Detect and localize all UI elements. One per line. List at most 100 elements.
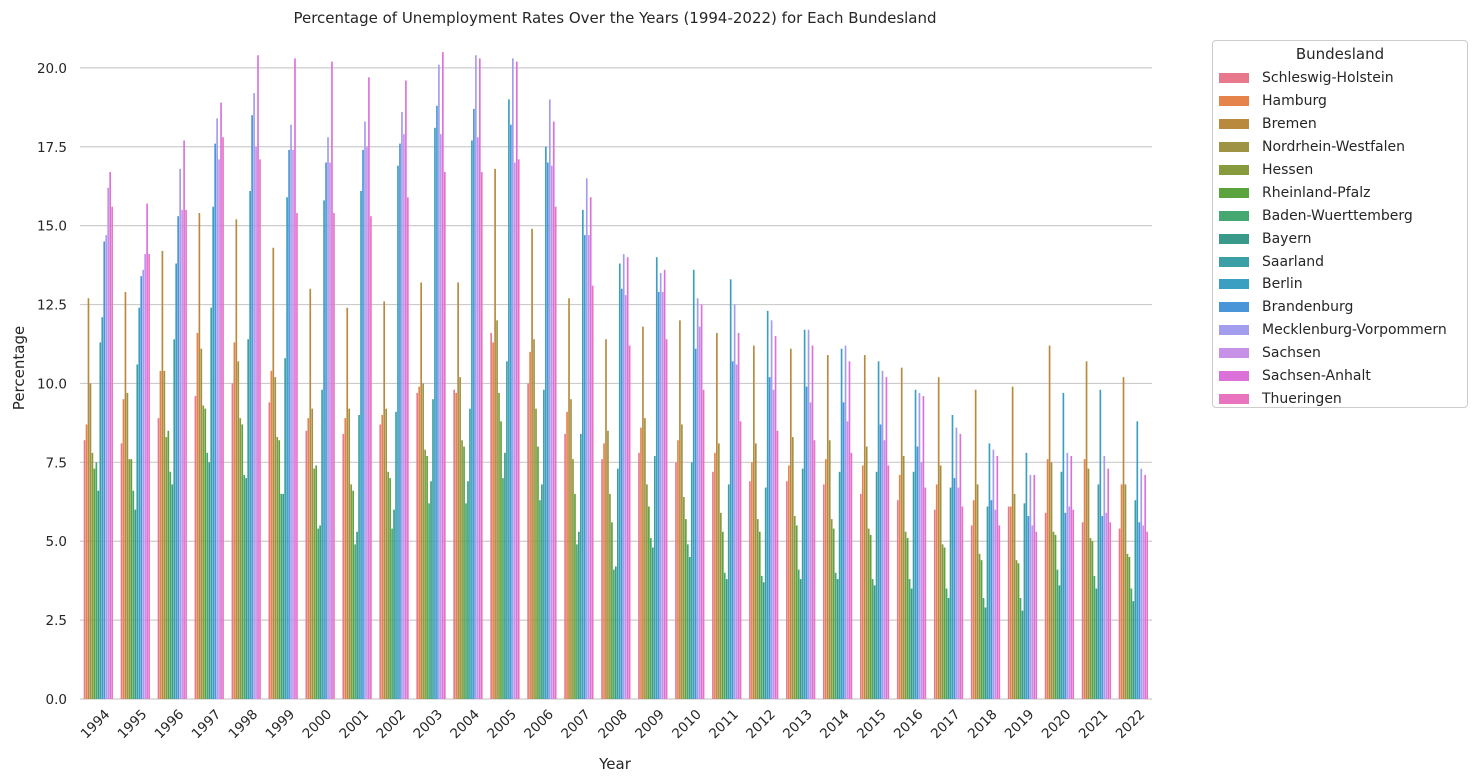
bar <box>644 418 646 699</box>
bar <box>677 440 679 699</box>
bar <box>1120 484 1123 699</box>
bar <box>628 345 631 699</box>
legend-swatch <box>1219 119 1249 130</box>
bar <box>620 288 623 699</box>
bar <box>980 560 983 699</box>
legend-swatch <box>1219 165 1249 175</box>
bar <box>237 361 240 699</box>
bar <box>760 575 763 699</box>
bar <box>515 61 518 700</box>
bar <box>961 506 964 699</box>
bar <box>401 112 403 700</box>
bar <box>311 408 314 699</box>
bar <box>220 102 222 699</box>
bar <box>418 386 421 699</box>
bar <box>393 509 395 699</box>
bar <box>875 471 878 699</box>
bar <box>342 433 345 699</box>
bar <box>1093 575 1096 699</box>
bar <box>200 348 203 699</box>
x-tick-label: 1996 <box>152 707 188 743</box>
bar <box>616 468 619 699</box>
bar <box>1085 361 1088 699</box>
bar <box>259 159 261 699</box>
bar <box>1126 553 1129 699</box>
x-tick-label: 2005 <box>484 707 520 743</box>
bar <box>132 490 135 699</box>
legend-swatch <box>1219 73 1249 84</box>
bar <box>842 402 845 699</box>
bar <box>543 389 545 699</box>
bar <box>883 440 886 699</box>
bar <box>99 342 102 699</box>
bar <box>317 528 319 699</box>
bar <box>651 547 654 699</box>
bar <box>873 585 876 699</box>
bar <box>776 430 779 699</box>
bar <box>231 383 234 699</box>
bar <box>957 487 960 699</box>
bar <box>828 440 831 699</box>
legend-label: Rheinland-Pfalz <box>1262 184 1371 201</box>
bar <box>681 424 683 699</box>
bar <box>387 471 389 699</box>
bar <box>107 187 110 699</box>
bar <box>988 443 991 699</box>
bar <box>871 579 874 699</box>
bar <box>754 443 757 699</box>
bar <box>1009 506 1012 699</box>
bar <box>879 424 882 699</box>
bar <box>272 247 275 700</box>
bar <box>805 386 808 699</box>
bar <box>296 213 298 699</box>
legend-item: Sachsen <box>1213 342 1467 365</box>
y-tick-label: 15.0 <box>37 219 67 235</box>
bar <box>951 414 954 699</box>
legend-item: Hessen <box>1213 159 1467 182</box>
bar <box>428 503 430 699</box>
bar <box>646 484 648 699</box>
x-tick-label: 2016 <box>891 707 927 743</box>
bar <box>167 430 170 699</box>
x-tick-label: 2013 <box>780 707 816 743</box>
y-tick-label: 10.0 <box>37 376 67 392</box>
legend-label: Bayern <box>1262 230 1312 247</box>
bar <box>605 339 607 699</box>
legend-swatch <box>1219 348 1249 359</box>
legend-item: Thueringen <box>1213 387 1467 410</box>
bar <box>791 437 794 699</box>
bar <box>939 465 942 699</box>
bar <box>124 291 127 699</box>
bar <box>723 572 726 699</box>
bar <box>908 579 911 699</box>
bar <box>749 481 751 699</box>
legend-label: Brandenburg <box>1262 299 1354 316</box>
legend-label: Nordrhein-Westfalen <box>1262 139 1405 156</box>
bar <box>770 320 773 699</box>
bar <box>512 58 514 699</box>
legend-swatch <box>1219 256 1249 267</box>
bar <box>1068 506 1071 699</box>
bar <box>239 418 242 699</box>
bar <box>309 288 312 699</box>
bar <box>282 493 284 699</box>
bar <box>714 452 716 699</box>
bar <box>786 481 788 699</box>
bar <box>615 566 617 699</box>
bar <box>202 405 205 699</box>
bar <box>1130 588 1133 699</box>
bar <box>797 569 800 699</box>
bar <box>350 484 353 699</box>
legend-item: Nordrhein-Westfalen <box>1213 136 1467 159</box>
bar <box>241 424 244 699</box>
bar <box>508 99 510 700</box>
bar <box>788 465 790 699</box>
bar <box>735 364 738 699</box>
bar <box>935 484 938 699</box>
bar <box>1025 452 1028 699</box>
bar <box>1081 522 1084 699</box>
y-axis-label: Percentage <box>10 326 28 410</box>
bar <box>1015 560 1018 699</box>
bar <box>1095 588 1098 699</box>
bar <box>823 484 825 699</box>
